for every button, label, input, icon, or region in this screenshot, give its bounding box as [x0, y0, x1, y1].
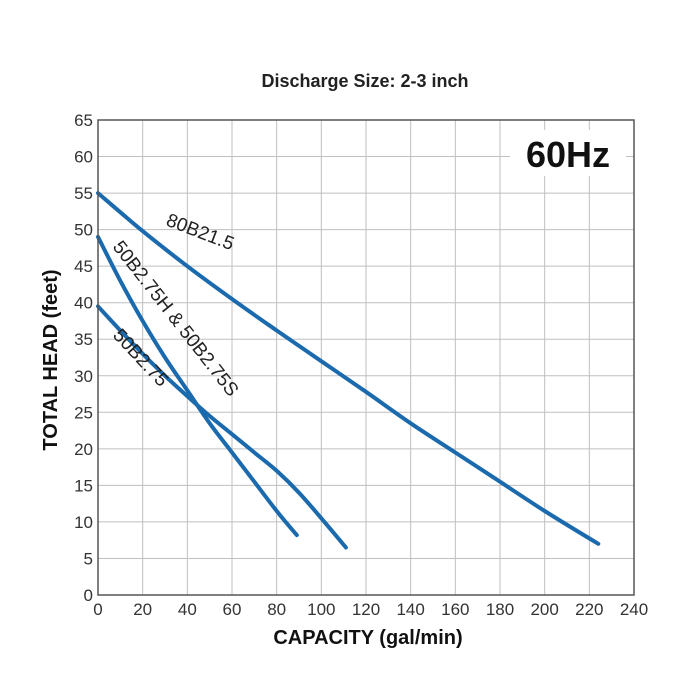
y-tick-label: 0 [84, 586, 93, 605]
y-tick-label: 10 [74, 513, 93, 532]
series-curve-2 [96, 304, 348, 550]
series-label-50b2-75: 50B2.75 [108, 325, 172, 391]
x-tick-label: 40 [178, 600, 197, 619]
x-tick-label: 240 [620, 600, 648, 619]
y-axis-title: TOTAL HEAD (feet) [40, 269, 62, 450]
y-tick-label: 50 [74, 221, 93, 240]
y-tick-label: 30 [74, 367, 93, 386]
x-tick-label: 80 [267, 600, 286, 619]
y-tick-label: 55 [74, 184, 93, 203]
frequency-label: 60Hz [526, 134, 610, 175]
x-tick-label: 120 [352, 600, 380, 619]
series-curves [96, 191, 601, 550]
y-tick-label: 65 [74, 111, 93, 130]
y-tick-label: 20 [74, 440, 93, 459]
y-tick-label: 40 [74, 294, 93, 313]
grid [97, 119, 635, 596]
y-tick-label: 5 [84, 549, 93, 568]
x-tick-label: 200 [530, 600, 558, 619]
y-tick-label: 15 [74, 476, 93, 495]
frequency-badge [510, 130, 626, 176]
y-tick-label: 35 [74, 330, 93, 349]
chart-subtitle: Discharge Size: 2-3 inch [261, 71, 468, 91]
plot-frame [97, 119, 635, 596]
x-tick-label: 220 [575, 600, 603, 619]
x-axis-title: CAPACITY (gal/min) [273, 627, 462, 649]
x-tick-label: 160 [441, 600, 469, 619]
series-curve-0 [96, 191, 601, 546]
series-curve-1 [96, 234, 299, 538]
x-tick-label: 60 [223, 600, 242, 619]
x-tick-label: 180 [486, 600, 514, 619]
x-tick-label: 20 [133, 600, 152, 619]
y-tick-label: 25 [74, 403, 93, 422]
x-tick-label: 140 [396, 600, 424, 619]
x-tick-label: 0 [93, 600, 102, 619]
y-tick-label: 45 [74, 257, 93, 276]
x-tick-label: 100 [307, 600, 335, 619]
series-label-80b21-5: 80B21.5 [163, 210, 237, 255]
y-tick-label: 60 [74, 148, 93, 167]
tick-labels: 0 20 40 60 80 100 120 140 160 180 200 220 240 0 5 10 15 2… [74, 111, 648, 619]
